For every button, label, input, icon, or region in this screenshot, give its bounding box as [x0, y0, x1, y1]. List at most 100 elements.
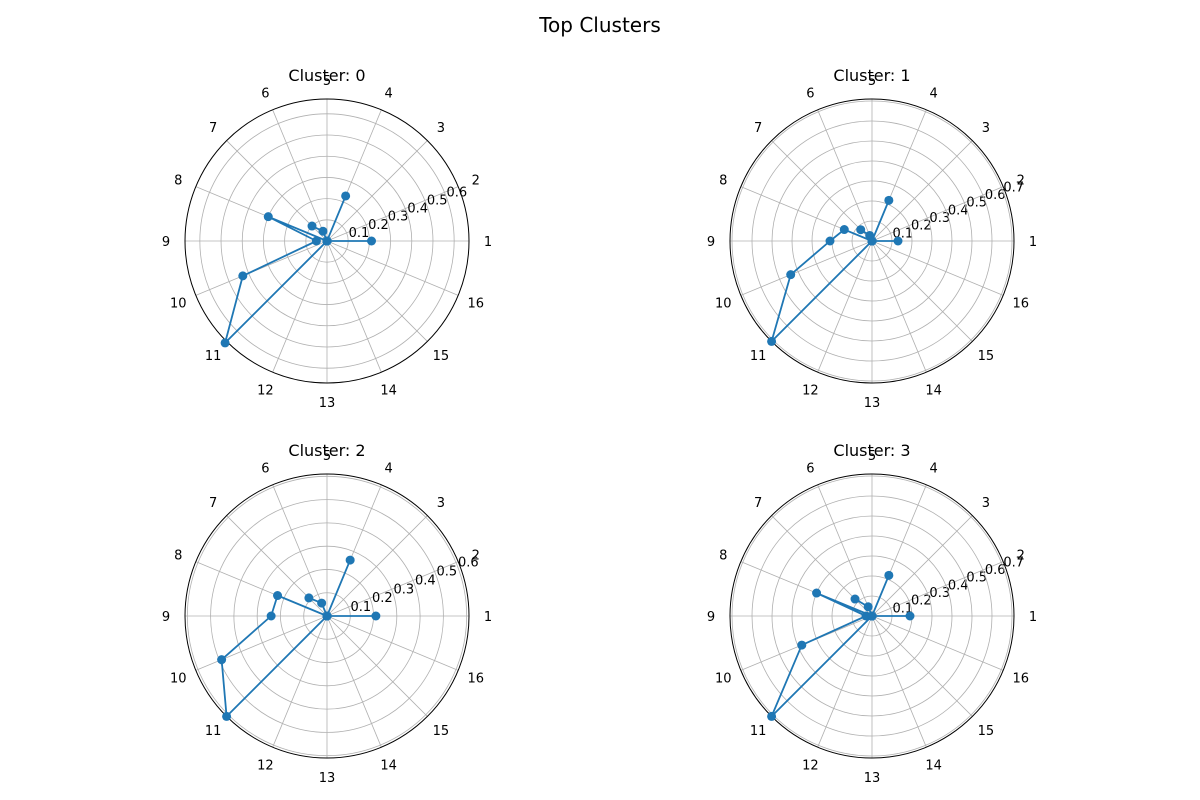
theta-tick-label: 15	[433, 349, 450, 364]
r-gridline	[811, 555, 933, 677]
theta-gridline	[326, 140, 428, 242]
polar-frame	[184, 473, 470, 759]
panel-title: Cluster: 3	[833, 441, 910, 460]
r-gridline	[771, 140, 973, 342]
theta-tick-label: 14	[925, 759, 942, 774]
theta-tick-label: 6	[261, 461, 269, 476]
polar-panel-2: Cluster: 20.10.20.30.40.50.6123456789101…	[162, 441, 492, 786]
r-gridline	[731, 475, 1013, 757]
theta-tick-label: 7	[209, 496, 217, 511]
theta-gridline	[272, 109, 328, 242]
r-tick-label: 0.4	[948, 203, 969, 218]
theta-gridline	[272, 615, 328, 748]
theta-gridline	[871, 140, 973, 242]
theta-gridline	[871, 240, 1004, 296]
theta-tick-label: 14	[380, 384, 397, 399]
r-gridline	[811, 180, 933, 302]
r-tick-label: 0.1	[349, 226, 370, 241]
data-point	[865, 230, 875, 240]
theta-tick-label: 6	[806, 461, 814, 476]
r-gridline	[256, 545, 398, 687]
r-tick-label: 0.5	[966, 571, 987, 586]
polar-panel-3: Cluster: 30.10.20.30.40.50.60.7123456789…	[707, 441, 1037, 786]
theta-gridline	[817, 615, 873, 748]
theta-tick-label: 3	[437, 496, 445, 511]
data-point	[322, 236, 332, 246]
theta-tick-label: 2	[1017, 173, 1025, 188]
data-point	[863, 602, 873, 612]
theta-tick-label: 3	[437, 121, 445, 136]
theta-tick-label: 16	[1012, 297, 1029, 312]
theta-gridline	[195, 240, 328, 296]
theta-tick-label: 11	[205, 724, 222, 739]
series-line	[220, 559, 376, 718]
theta-gridline	[326, 240, 382, 373]
theta-gridline	[771, 140, 873, 242]
theta-tick-label: 9	[707, 235, 715, 250]
r-gridline	[791, 160, 953, 322]
theta-tick-label: 16	[1012, 672, 1029, 687]
r-tick-label: 0.2	[911, 594, 932, 609]
theta-gridline	[871, 615, 1004, 671]
data-point	[311, 236, 321, 246]
theta-gridline	[871, 515, 973, 617]
theta-tick-label: 15	[978, 724, 995, 739]
data-point	[839, 225, 849, 235]
theta-gridline	[871, 615, 973, 717]
theta-tick-label: 12	[257, 384, 274, 399]
theta-tick-label: 16	[467, 672, 484, 687]
theta-tick-label: 2	[472, 173, 480, 188]
theta-tick-label: 10	[170, 672, 187, 687]
theta-gridline	[326, 240, 428, 342]
r-gridline	[791, 535, 953, 697]
r-tick-label: 0.2	[368, 218, 389, 233]
theta-tick-label: 1	[484, 610, 492, 625]
theta-tick-label: 2	[472, 548, 480, 563]
data-point	[341, 191, 351, 201]
theta-tick-label: 3	[982, 496, 990, 511]
data-point	[318, 226, 328, 236]
r-tick-label: 0.3	[388, 210, 409, 225]
r-gridline	[731, 100, 1013, 382]
theta-tick-label: 10	[715, 672, 732, 687]
theta-tick-label: 11	[750, 349, 767, 364]
theta-tick-label: 13	[864, 396, 881, 411]
theta-tick-label: 11	[205, 349, 222, 364]
theta-tick-label: 7	[754, 121, 762, 136]
data-point	[767, 711, 777, 721]
polar-panel-1: Cluster: 10.10.20.30.40.50.60.7123456789…	[707, 66, 1037, 411]
theta-tick-label: 12	[802, 384, 819, 399]
theta-tick-label: 9	[162, 610, 170, 625]
polar-frame	[184, 98, 470, 384]
theta-tick-label: 2	[1017, 548, 1025, 563]
theta-tick-label: 4	[384, 86, 392, 101]
panel-title: Cluster: 1	[833, 66, 910, 85]
r-tick-label: 0.5	[427, 193, 448, 208]
r-tick-label: 0.3	[929, 586, 950, 601]
theta-gridline	[871, 240, 973, 342]
data-point	[371, 611, 381, 621]
r-tick-label: 0.5	[437, 564, 458, 579]
r-tick-label: 0.4	[415, 573, 436, 588]
r-tick-label: 0.3	[929, 211, 950, 226]
r-tick-label: 0.6	[446, 185, 467, 200]
r-gridline	[771, 515, 973, 717]
r-gridline	[210, 499, 444, 733]
panels: Cluster: 00.10.20.30.40.50.6123456789101…	[162, 66, 1037, 786]
theta-tick-label: 8	[174, 173, 182, 188]
data-point	[322, 611, 332, 621]
theta-gridline	[871, 615, 927, 748]
theta-gridline	[740, 240, 873, 296]
r-tick-label: 0.5	[966, 196, 987, 211]
r-tick-label: 0.4	[948, 578, 969, 593]
theta-gridline	[817, 240, 873, 373]
data-point	[797, 640, 807, 650]
theta-tick-label: 10	[715, 297, 732, 312]
data-point	[317, 598, 327, 608]
data-point	[220, 338, 230, 348]
theta-tick-label: 4	[929, 86, 937, 101]
theta-gridline	[817, 484, 873, 617]
theta-tick-label: 13	[319, 771, 336, 786]
theta-tick-label: 5	[868, 449, 876, 464]
